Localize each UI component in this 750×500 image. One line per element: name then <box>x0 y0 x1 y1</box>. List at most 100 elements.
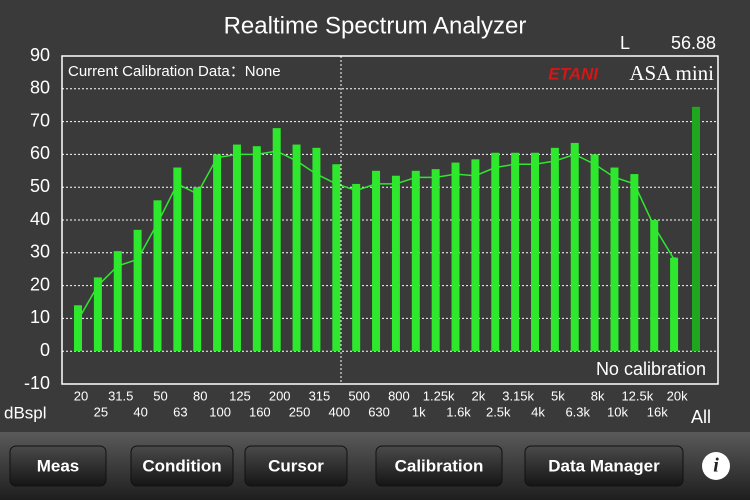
bar <box>74 305 82 352</box>
trend-point <box>652 224 657 229</box>
toolbar-button-label: Calibration <box>395 456 484 475</box>
y-unit: dBspl <box>4 403 47 422</box>
toolbar-button[interactable] <box>9 445 107 487</box>
toolbar-button[interactable] <box>524 445 684 487</box>
x-tick-label: 315 <box>309 388 331 403</box>
trend-point <box>274 149 279 154</box>
bar <box>590 154 599 352</box>
trend-point <box>453 172 458 177</box>
x-tick-label: 500 <box>348 388 370 403</box>
x-tick-label: 5k <box>551 388 565 403</box>
trend-point <box>552 158 557 163</box>
x-tick-label: 160 <box>249 404 271 419</box>
trend-point <box>393 181 398 186</box>
y-tick-label: 70 <box>30 110 50 130</box>
toolbar-button-label: Cursor <box>268 456 324 475</box>
x-tick-label: 1.25k <box>423 388 455 403</box>
x-tick-label: 100 <box>209 404 231 419</box>
bar <box>93 277 102 352</box>
channel: L <box>620 33 630 53</box>
bar <box>252 146 261 352</box>
bar <box>133 229 142 352</box>
trend-point <box>413 175 418 180</box>
x-tick-label: 630 <box>368 404 390 419</box>
trend-point <box>513 162 518 167</box>
toolbar-button[interactable] <box>375 445 503 487</box>
y-tick-label: 20 <box>30 274 50 294</box>
trend-point <box>115 263 120 268</box>
title: Realtime Spectrum Analyzer <box>224 12 527 39</box>
bar <box>531 152 540 352</box>
x-tick-label: 8k <box>591 388 605 403</box>
x-tick-label: 80 <box>193 388 207 403</box>
x-tick-label: 6.3k <box>565 404 590 419</box>
bar <box>312 147 321 352</box>
bar <box>372 170 381 352</box>
toolbar-button-label: Data Manager <box>548 456 660 475</box>
trend-point <box>76 318 80 323</box>
x-tick-label: 20k <box>667 388 688 403</box>
x-tick-label: 2.5k <box>486 404 511 419</box>
toolbar-button-label: Condition <box>142 456 221 475</box>
x-tick-label: All <box>691 407 711 427</box>
x-tick-label: 12.5k <box>621 388 653 403</box>
x-tick-label: 125 <box>229 388 251 403</box>
bar <box>173 167 182 352</box>
x-tick-label: 1.6k <box>446 404 471 419</box>
y-tick-label: 50 <box>30 176 50 196</box>
trend-point <box>294 158 299 163</box>
x-tick-label: 63 <box>173 404 187 419</box>
info-icon[interactable] <box>702 452 730 480</box>
bar <box>471 159 480 352</box>
model: ASA mini <box>629 61 714 85</box>
toolbar-button[interactable] <box>244 445 348 487</box>
trend-point <box>215 155 220 160</box>
trend-point <box>195 191 200 196</box>
trend-point <box>175 181 180 186</box>
x-tick-label: 31.5 <box>108 388 133 403</box>
trend-point <box>632 181 637 186</box>
bar <box>650 220 659 352</box>
y-tick-label: 60 <box>30 143 50 163</box>
bar <box>431 169 440 352</box>
trend-point <box>672 257 677 262</box>
bar <box>272 128 281 352</box>
x-tick-label: 16k <box>647 404 668 419</box>
y-tick-label: -10 <box>24 373 50 393</box>
trend-point <box>234 152 239 157</box>
x-tick-label: 40 <box>133 404 147 419</box>
trend-point <box>135 257 140 262</box>
y-tick-label: 10 <box>30 307 50 327</box>
bar <box>670 257 679 352</box>
bar <box>232 144 241 352</box>
x-tick-label: 400 <box>328 404 350 419</box>
bar <box>391 175 400 352</box>
y-tick-label: 90 <box>30 45 50 65</box>
x-tick-label: 3.15k <box>502 388 534 403</box>
trend-point <box>254 152 259 157</box>
x-tick-label: 800 <box>388 388 410 403</box>
x-tick-label: 2k <box>472 388 486 403</box>
x-tick-label: 25 <box>94 404 108 419</box>
toolbar-button[interactable] <box>130 445 234 487</box>
trend-point <box>473 173 478 178</box>
bar <box>491 152 500 352</box>
x-tick-label: 50 <box>153 388 167 403</box>
trend-point <box>493 165 498 170</box>
trend-point <box>334 181 339 186</box>
trend-point <box>374 181 379 186</box>
bar <box>153 200 162 352</box>
bar <box>692 106 700 352</box>
level: 56.88 <box>671 33 716 53</box>
status: No calibration <box>596 359 706 379</box>
bar <box>411 170 420 352</box>
plot-frame <box>61 55 719 385</box>
y-tick-label: 30 <box>30 242 50 262</box>
bar <box>332 164 341 352</box>
trend-point <box>354 188 359 193</box>
y-tick-label: 0 <box>40 340 50 360</box>
trend-point <box>155 221 160 226</box>
bar <box>193 187 202 352</box>
y-tick-label: 80 <box>30 78 50 98</box>
trend-point <box>572 152 577 157</box>
